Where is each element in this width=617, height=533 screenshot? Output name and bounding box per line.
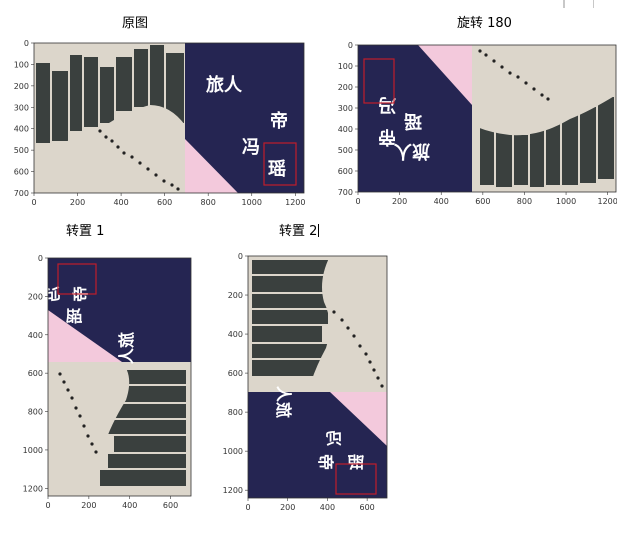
x-tick-label: 800 bbox=[201, 198, 216, 207]
page-edge-mark bbox=[563, 0, 565, 8]
svg-text:瑶: 瑶 bbox=[404, 110, 422, 131]
svg-text:帝: 帝 bbox=[378, 126, 396, 148]
y-tick-label: 200 bbox=[338, 83, 353, 92]
x-tick-label: 0 bbox=[245, 503, 250, 512]
x-tick-label: 1200 bbox=[285, 198, 305, 207]
y-tick-label: 300 bbox=[338, 104, 353, 113]
y-tick-label: 200 bbox=[14, 82, 29, 91]
y-tick-label: 800 bbox=[28, 408, 43, 417]
x-tick-label: 200 bbox=[81, 501, 96, 510]
svg-text:旅人: 旅人 bbox=[274, 385, 293, 418]
y-tick-label: 500 bbox=[14, 146, 29, 155]
y-tick-label: 600 bbox=[14, 168, 29, 177]
svg-text:冯: 冯 bbox=[324, 430, 343, 446]
text-cursor bbox=[318, 224, 320, 237]
y-tick-label: 0 bbox=[38, 254, 43, 263]
x-tick-label: 0 bbox=[31, 198, 36, 207]
x-tick-label: 200 bbox=[70, 198, 85, 207]
y-tick-label: 800 bbox=[228, 408, 243, 417]
y-tick-label: 600 bbox=[228, 369, 243, 378]
y-tick-label: 1000 bbox=[223, 447, 243, 456]
x-tick-label: 200 bbox=[280, 503, 295, 512]
caption-transpose1: 转置 1 bbox=[66, 224, 105, 239]
y-tick-label: 400 bbox=[28, 331, 43, 340]
svg-text:帝: 帝 bbox=[316, 454, 335, 470]
x-tick-label: 0 bbox=[355, 197, 360, 206]
y-tick-label: 0 bbox=[348, 41, 353, 50]
svg-text:帝: 帝 bbox=[270, 110, 288, 132]
y-tick-label: 400 bbox=[228, 330, 243, 339]
x-tick-label: 0 bbox=[45, 501, 50, 510]
page-edge-mark bbox=[593, 0, 594, 8]
transpose1-image: 冯 帝 瑶 旅人 bbox=[48, 258, 191, 496]
y-tick-label: 1200 bbox=[23, 484, 43, 493]
y-tick-label: 200 bbox=[28, 292, 43, 301]
y-tick-label: 300 bbox=[14, 103, 29, 112]
y-tick-label: 500 bbox=[338, 146, 353, 155]
caption-original: 原图 bbox=[122, 16, 149, 31]
svg-text:瑶: 瑶 bbox=[65, 308, 84, 324]
y-tick-label: 100 bbox=[338, 62, 353, 71]
x-tick-label: 600 bbox=[360, 503, 375, 512]
svg-text:瑶: 瑶 bbox=[268, 159, 286, 180]
original-image: 旅人 冯 帝 瑶 bbox=[34, 43, 304, 193]
y-tick-label: 600 bbox=[28, 369, 43, 378]
rotated-image: 旅人 冯 帝 瑶 bbox=[358, 45, 616, 192]
y-tick-label: 700 bbox=[14, 189, 29, 198]
panel-transpose2: 旅人 冯 帝 瑶 0 200 400 600 0 200 400 600 800 1000 120… bbox=[223, 252, 388, 512]
y-tick-label: 600 bbox=[338, 167, 353, 176]
y-tick-label: 0 bbox=[238, 252, 243, 261]
x-tick-label: 1000 bbox=[242, 198, 262, 207]
panel-transpose1: 冯 帝 瑶 旅人 0 200 400 600 0 200 400 600 800 1000 120… bbox=[23, 254, 192, 510]
y-tick-label: 700 bbox=[338, 188, 353, 197]
x-tick-label: 1000 bbox=[556, 197, 576, 206]
x-tick-label: 1200 bbox=[597, 197, 617, 206]
panel-original: 旅人 冯 帝 瑶 0 200 400 600 800 1000 1200 0 100 200 30… bbox=[14, 39, 306, 207]
x-tick-label: 400 bbox=[122, 501, 137, 510]
svg-text:旅人: 旅人 bbox=[393, 140, 430, 162]
y-tick-label: 200 bbox=[228, 291, 243, 300]
y-tick-label: 0 bbox=[24, 39, 29, 48]
y-tick-label: 1000 bbox=[23, 446, 43, 455]
svg-text:旅人: 旅人 bbox=[117, 332, 136, 365]
panel-rotate180: 旅人 冯 帝 瑶 0 200 400 600 800 1000 1200 0 100 200 30… bbox=[338, 41, 617, 206]
caption-transpose2: 转置 2 bbox=[279, 224, 320, 239]
x-tick-label: 200 bbox=[392, 197, 407, 206]
y-tick-label: 400 bbox=[14, 125, 29, 134]
caption-rotate180: 旋转 180 bbox=[457, 16, 512, 31]
svg-text:冯: 冯 bbox=[242, 137, 260, 158]
svg-text:瑶: 瑶 bbox=[346, 454, 365, 470]
y-tick-label: 1200 bbox=[223, 486, 243, 495]
transpose2-image: 旅人 冯 帝 瑶 bbox=[248, 256, 387, 498]
x-tick-label: 800 bbox=[517, 197, 532, 206]
x-tick-label: 600 bbox=[163, 501, 178, 510]
x-tick-label: 400 bbox=[320, 503, 335, 512]
x-tick-label: 600 bbox=[475, 197, 490, 206]
y-tick-label: 100 bbox=[14, 60, 29, 69]
x-tick-label: 600 bbox=[157, 198, 172, 207]
x-tick-label: 400 bbox=[434, 197, 449, 206]
svg-text:旅人: 旅人 bbox=[206, 74, 243, 96]
svg-text:冯: 冯 bbox=[378, 94, 396, 115]
x-tick-label: 400 bbox=[113, 198, 128, 207]
y-tick-label: 400 bbox=[338, 125, 353, 134]
